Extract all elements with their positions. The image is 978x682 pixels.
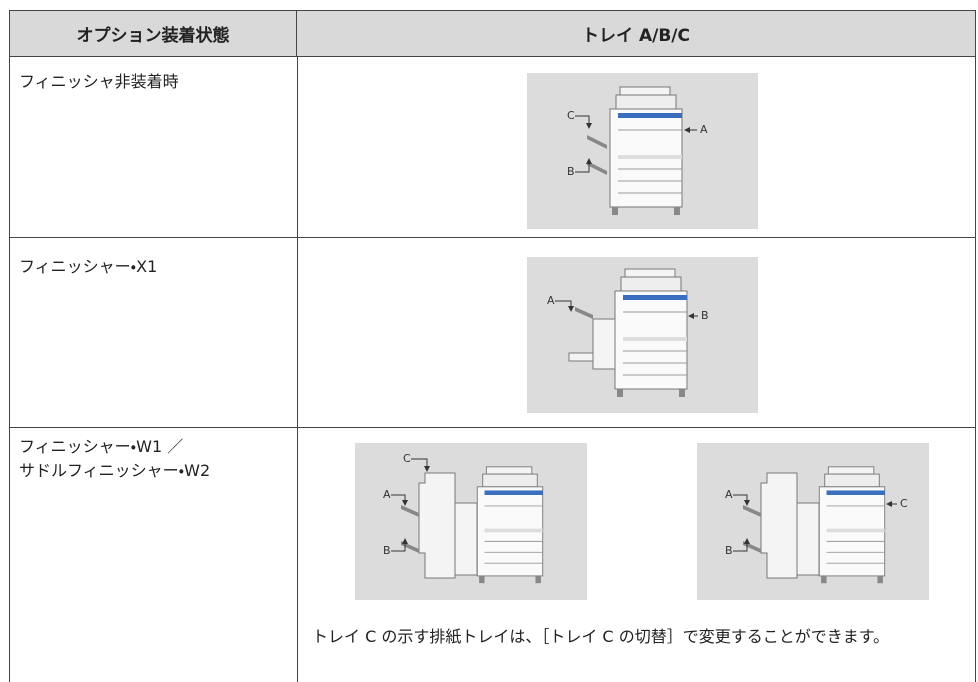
option-text: フィニッシャー・W1 ／ <box>19 437 184 456</box>
arrow <box>555 300 574 312</box>
header-cell: オプション装着状態 <box>10 11 297 57</box>
finisher <box>418 472 456 579</box>
arrow <box>411 458 430 472</box>
label: B <box>701 309 709 322</box>
tray <box>587 135 607 175</box>
table <box>9 10 976 682</box>
finisher <box>760 472 798 579</box>
option-cell: フィニッシャー・W1 ／ サドルフィニッシャー・W2 <box>19 435 210 483</box>
label: A <box>383 488 391 501</box>
arrow <box>733 494 750 506</box>
option-text: サドルフィニッシャー・W2 <box>19 461 211 480</box>
label: A <box>700 123 708 136</box>
arrow <box>575 115 592 129</box>
row-divider <box>10 237 975 238</box>
option-cell: フィニッシャ非装着時 <box>19 70 179 94</box>
arrow <box>391 538 408 552</box>
finisher <box>592 318 616 370</box>
option-text: フィニッシャー・X1 <box>19 257 158 276</box>
label: C <box>900 497 908 510</box>
label: A <box>725 488 733 501</box>
header-cell: トレイ A/B/C <box>297 11 975 57</box>
label: A <box>547 294 555 307</box>
arrow <box>733 538 750 552</box>
option-text: フィニッシャ非装着時 <box>19 72 179 91</box>
tray <box>568 352 594 362</box>
tray <box>743 505 761 553</box>
arrow <box>575 158 592 173</box>
figure: C A B <box>355 443 587 600</box>
row-divider <box>10 427 975 428</box>
figure: A B <box>527 257 758 413</box>
finisher <box>454 502 478 576</box>
figure: C A B <box>527 73 758 229</box>
label: C <box>403 452 411 465</box>
figure: A B C <box>697 443 929 600</box>
label: B <box>383 544 391 557</box>
finisher <box>796 502 820 576</box>
label: B <box>725 544 733 557</box>
tray <box>401 505 419 553</box>
column-divider <box>297 57 298 682</box>
tray <box>575 307 593 319</box>
label: C <box>567 109 575 122</box>
note: トレイ C の示す排紙トレイは、［トレイ C の切替］で変更することができます。 <box>312 627 890 646</box>
label: B <box>567 165 575 178</box>
option-cell: フィニッシャー・X1 <box>19 255 157 279</box>
arrow <box>391 494 408 506</box>
